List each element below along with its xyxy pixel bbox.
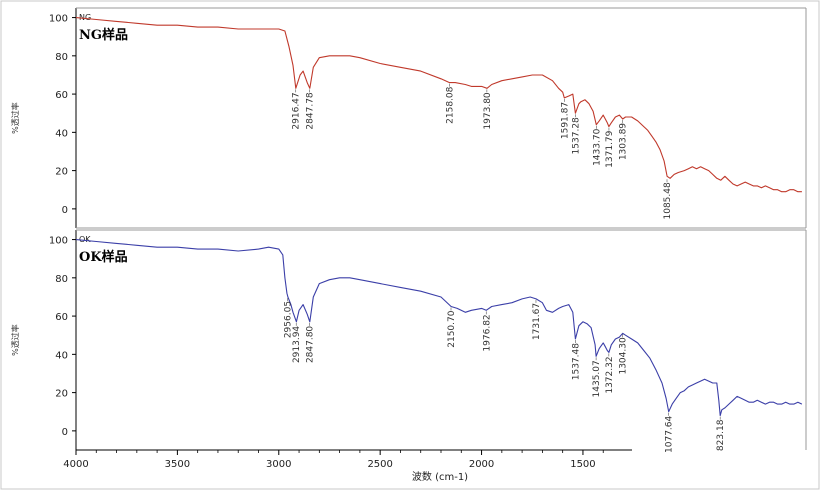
x-tick-label: 4000 [63,459,88,470]
peak-label: 2847.80 [306,326,316,363]
panel-title: OK样品 [79,249,128,265]
peak-label: 1591.87 [560,102,570,139]
x-tick-label: 1500 [570,459,595,470]
peak-label: 2913.94 [292,326,302,363]
y-tick-label: 40 [55,350,68,361]
x-tick-label: 2000 [469,459,494,470]
x-tick-label: 3000 [266,459,291,470]
y-tick-label: 60 [55,90,68,101]
x-tick-label: 2500 [367,459,392,470]
y-axis-label: %透过率 [10,324,20,356]
spectrum-line [75,17,802,193]
y-tick-label: 80 [55,52,68,63]
y-tick-label: 20 [55,389,68,400]
y-tick-label: 0 [62,205,68,216]
peak-label: 1304.30 [619,337,629,374]
peak-label: 2847.78 [306,92,316,129]
peak-label: 1085.48 [663,182,673,219]
peak-label: 823.18 [716,419,726,451]
y-tick-label: 100 [49,14,68,25]
spectrum-line [75,239,803,417]
peak-label: 1537.28 [571,117,581,154]
panel-title: NG样品 [79,27,128,43]
peak-label: 2956.05 [284,301,294,338]
panel-tag: NG [79,13,91,22]
y-tick-label: 0 [62,427,68,438]
y-tick-label: 100 [49,236,68,247]
x-tick-label: 3500 [165,459,190,470]
peak-label: 2158.08 [446,86,456,123]
peak-label: 1077.64 [665,415,675,452]
peak-label: 1372.32 [605,356,615,393]
panel-tag: OK [79,235,91,244]
peak-label: 1371.79 [605,130,615,167]
y-tick-label: 80 [55,274,68,285]
y-tick-label: 40 [55,128,68,139]
peak-label: 1435.07 [592,360,602,397]
peak-label: 1973.80 [483,92,493,129]
y-tick-label: 20 [55,167,68,178]
peak-label: 1731.67 [532,303,542,340]
peak-label: 2916.47 [292,92,302,129]
x-axis-label: 波数 (cm-1) [412,470,468,483]
y-axis-label: %透过率 [10,102,20,134]
peak-label: 2150.70 [447,310,457,347]
peak-label: 1433.70 [592,128,602,165]
peak-label: 1303.89 [619,123,629,160]
peak-label: 1537.48 [571,343,581,380]
peak-label: 1976.82 [482,314,492,351]
y-tick-label: 60 [55,312,68,323]
